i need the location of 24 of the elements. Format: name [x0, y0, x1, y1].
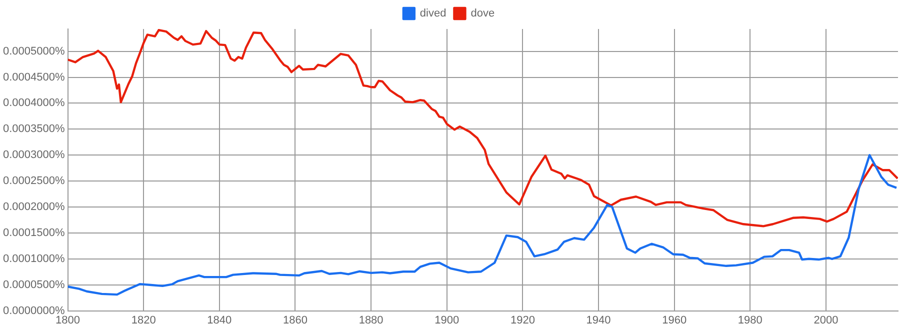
y-tick-label: 0.0002500% [2, 175, 65, 188]
y-tick-label: 0.0005000% [2, 45, 65, 58]
x-tick-label: 1960 [662, 314, 687, 326]
x-tick-label: 1840 [207, 314, 232, 326]
y-tick-label: 0.0004500% [2, 71, 65, 84]
y-tick-label: 0.0001500% [2, 226, 65, 239]
x-tick-label: 1900 [434, 314, 460, 326]
y-tick-label: 0.0000500% [2, 278, 65, 291]
legend-label: dove [470, 8, 495, 20]
x-tick-label: 1860 [282, 314, 308, 326]
y-tick-label: 0.0003000% [2, 149, 65, 162]
y-tick-label: 0.0000000% [2, 304, 65, 317]
y-tick-label: 0.0004000% [2, 97, 65, 110]
x-tick-label: 1800 [56, 314, 80, 326]
y-tick-label: 0.0001000% [2, 252, 65, 265]
x-tick-label: 1920 [510, 314, 535, 326]
x-tick-label: 1880 [358, 314, 384, 326]
legend-label: dived [420, 8, 446, 20]
y-tick-label: 0.0002000% [2, 201, 65, 214]
x-tick-label: 2000 [814, 314, 838, 326]
y-tick-label: 0.0003500% [2, 123, 65, 136]
x-tick-label: 1940 [586, 314, 611, 326]
x-tick-label: 1820 [131, 314, 156, 326]
x-tick-label: 1980 [738, 314, 762, 326]
